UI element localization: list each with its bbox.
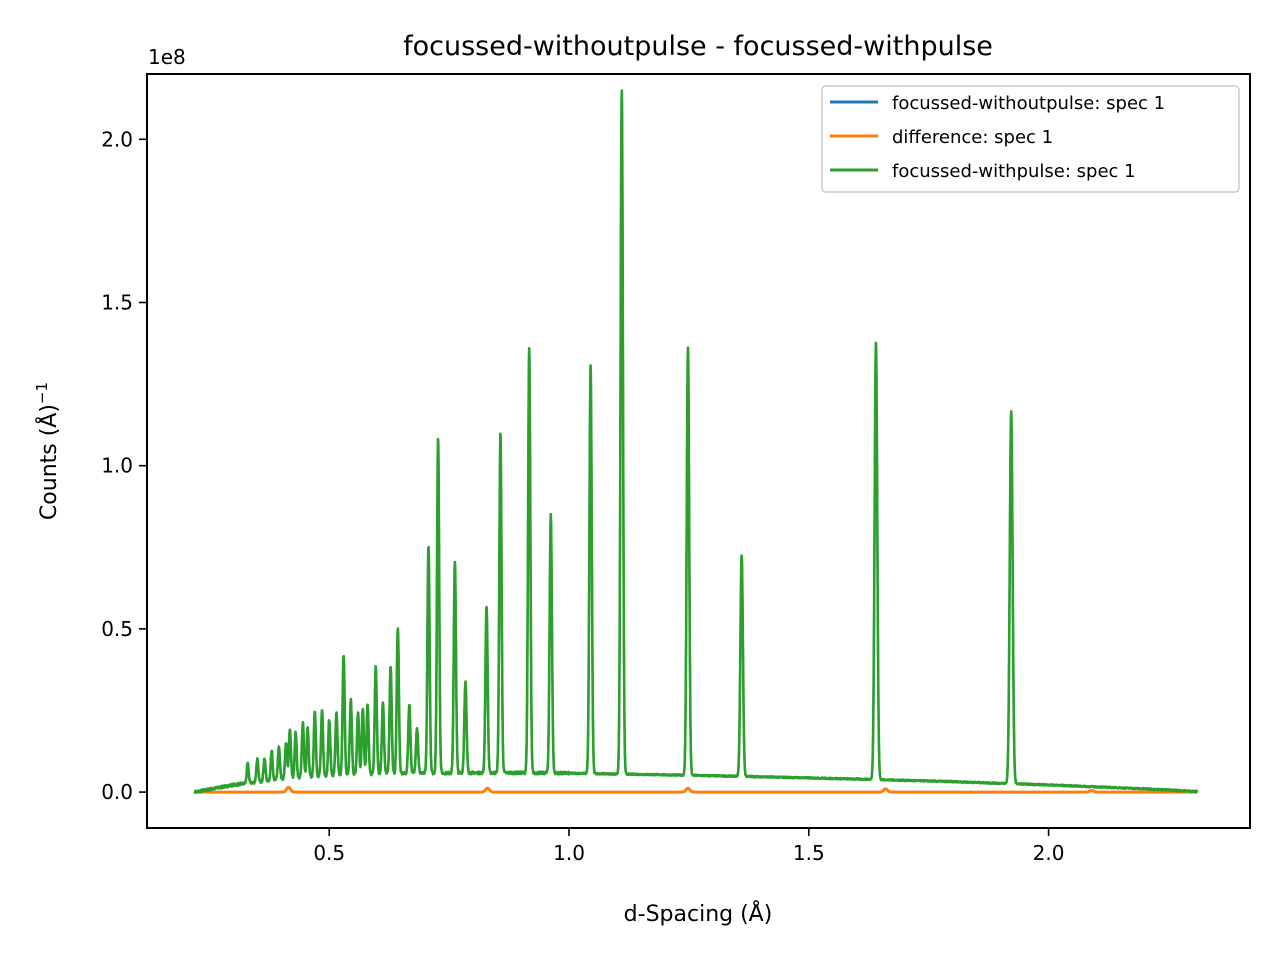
series-line-withpulse [193, 89, 1199, 794]
x-tick-label: 0.5 [313, 841, 345, 865]
plot-area [146, 73, 1251, 829]
legend: focussed-withoutpulse: spec 1 difference… [821, 85, 1240, 193]
axes-frame [146, 73, 1251, 829]
y-axis-label: Counts (Å)−1 [33, 382, 62, 520]
y-tick-label: 0.5 [101, 617, 133, 641]
y-axis: 0.0 0.5 1.0 1.5 2.0 [101, 127, 147, 804]
legend-label-withoutpulse: focussed-withoutpulse: spec 1 [892, 93, 1165, 114]
series-line-difference [193, 785, 1199, 794]
y-tick-label: 2.0 [101, 127, 133, 151]
legend-label-withpulse: focussed-withpulse: spec 1 [892, 161, 1136, 182]
x-axis: 0.5 1.0 1.5 2.0 [313, 828, 1064, 865]
x-tick-label: 1.0 [553, 841, 585, 865]
y-offset-text: 1e8 [148, 45, 186, 69]
chart-title: focussed-withoutpulse - focussed-withpul… [403, 31, 993, 62]
series-layer [193, 89, 1199, 794]
y-tick-label: 1.0 [101, 454, 133, 478]
y-tick-label: 0.0 [101, 780, 133, 804]
y-axis-label-main: Counts (Å) [35, 404, 62, 520]
x-tick-label: 1.5 [793, 841, 825, 865]
x-tick-label: 2.0 [1033, 841, 1065, 865]
legend-label-difference: difference: spec 1 [892, 127, 1053, 148]
x-axis-label: d-Spacing (Å) [624, 900, 773, 927]
legend-frame [821, 85, 1240, 193]
y-axis-label-exponent: −1 [33, 382, 51, 404]
y-tick-label: 1.5 [101, 290, 133, 314]
